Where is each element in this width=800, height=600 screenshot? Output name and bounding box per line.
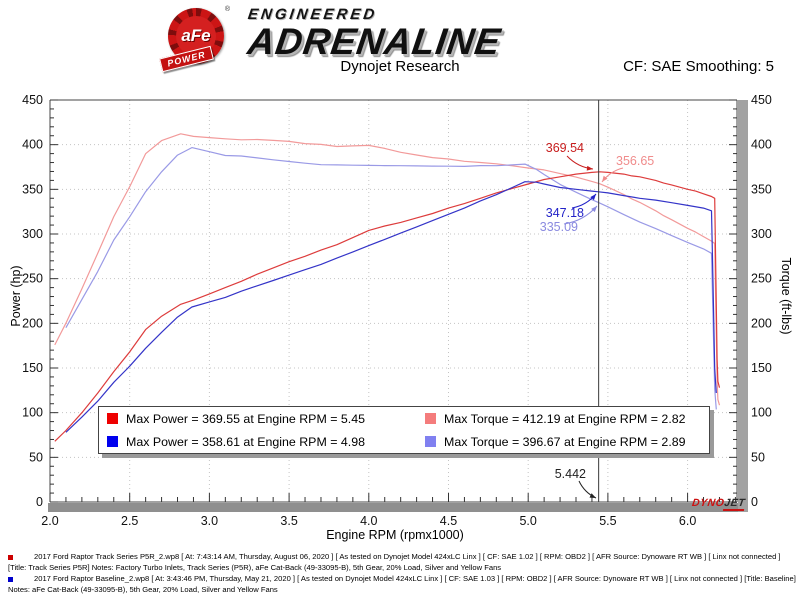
svg-text:300: 300 xyxy=(751,227,772,241)
curve-track-series-p5r-power xyxy=(54,171,721,442)
legend-swatch-blue xyxy=(107,436,118,447)
dyno-curves xyxy=(54,133,721,442)
svg-text:5.442: 5.442 xyxy=(555,467,586,481)
dynojet-logo-dyno: DYNO xyxy=(691,497,726,509)
axis-3d-bars xyxy=(48,100,748,512)
legend-item-max-power-track: Max Power = 369.55 at Engine RPM = 5.45 xyxy=(107,412,425,426)
run-bullet-blue xyxy=(8,577,13,582)
run-text: 2017 Ford Raptor Baseline_2.wp8 [ At: 3:… xyxy=(8,574,796,594)
legend-label: Max Power = 369.55 at Engine RPM = 5.45 xyxy=(126,411,366,426)
svg-text:200: 200 xyxy=(751,316,772,330)
svg-text:4.0: 4.0 xyxy=(360,514,377,528)
legend-item-max-power-baseline: Max Power = 358.61 at Engine RPM = 4.98 xyxy=(107,435,425,449)
curve-track-series-p5r-torque xyxy=(54,133,721,406)
chart-title: Dynojet Research xyxy=(340,58,460,75)
registered-mark: ® xyxy=(224,6,230,13)
svg-text:200: 200 xyxy=(22,316,43,330)
x-axis-title: Engine RPM (rpmx1000) xyxy=(326,528,464,542)
legend-item-max-torque-track: Max Torque = 412.19 at Engine RPM = 2.82 xyxy=(425,412,709,426)
svg-text:400: 400 xyxy=(22,138,43,152)
svg-text:300: 300 xyxy=(22,227,43,241)
curve-baseline-torque xyxy=(65,147,717,410)
gridlines xyxy=(50,100,737,502)
svg-text:350: 350 xyxy=(22,182,43,196)
y-axis-title-power: Power (hp) xyxy=(9,265,23,327)
run-info-footer: 2017 Ford Raptor Track Series P5R_2.wp8 … xyxy=(8,552,796,596)
svg-text:0: 0 xyxy=(751,495,758,509)
svg-text:250: 250 xyxy=(751,272,772,286)
run-bullet-red xyxy=(8,555,13,560)
svg-text:50: 50 xyxy=(751,450,765,464)
correction-factor-label: CF: SAE Smoothing: 5 xyxy=(623,58,774,75)
svg-text:5.5: 5.5 xyxy=(599,514,616,528)
svg-text:356.65: 356.65 xyxy=(616,154,654,168)
afe-badge-text: aFe xyxy=(181,26,211,45)
svg-text:50: 50 xyxy=(29,450,43,464)
svg-text:369.54: 369.54 xyxy=(546,141,584,155)
legend-item-max-torque-baseline: Max Torque = 396.67 at Engine RPM = 2.89 xyxy=(425,435,709,449)
svg-text:3.5: 3.5 xyxy=(280,514,297,528)
svg-text:400: 400 xyxy=(751,138,772,152)
svg-text:347.18: 347.18 xyxy=(546,206,584,220)
svg-text:100: 100 xyxy=(22,406,43,420)
svg-text:350: 350 xyxy=(751,182,772,196)
dynojet-logo-jet: JET xyxy=(723,497,746,511)
run-text: 2017 Ford Raptor Track Series P5R_2.wp8 … xyxy=(8,552,781,572)
legend-swatch-red xyxy=(107,413,118,424)
legend-label: Max Power = 358.61 at Engine RPM = 4.98 xyxy=(126,434,366,449)
axis-tick-labels: 2.0 2.5 3.0 3.5 4.0 4.5 5.0 5.5 6.0 0 0 50 50 100 100 1… xyxy=(22,93,772,528)
dynojet-logo: DYNOJET xyxy=(691,497,746,511)
svg-text:100: 100 xyxy=(751,406,772,420)
svg-text:2.5: 2.5 xyxy=(121,514,138,528)
legend-swatch-lightblue xyxy=(425,436,436,447)
svg-text:6.0: 6.0 xyxy=(679,514,696,528)
y-axis-title-torque: Torque (ft-lbs) xyxy=(779,257,793,335)
svg-text:3.0: 3.0 xyxy=(201,514,218,528)
axis-ticks xyxy=(49,99,737,503)
svg-text:250: 250 xyxy=(22,272,43,286)
svg-text:4.5: 4.5 xyxy=(440,514,457,528)
svg-text:450: 450 xyxy=(22,93,43,107)
legend-box: Max Power = 369.55 at Engine RPM = 5.45 … xyxy=(98,406,710,454)
legend-label: Max Torque = 396.67 at Engine RPM = 2.89 xyxy=(444,434,686,449)
run-description-baseline: 2017 Ford Raptor Baseline_2.wp8 [ At: 3:… xyxy=(8,574,796,595)
svg-text:0: 0 xyxy=(36,495,43,509)
run-description-track: 2017 Ford Raptor Track Series P5R_2.wp8 … xyxy=(8,552,796,573)
svg-text:150: 150 xyxy=(751,361,772,375)
afe-power-badge-icon: aFe ® POWER xyxy=(159,6,230,73)
svg-text:5.0: 5.0 xyxy=(519,514,536,528)
svg-text:450: 450 xyxy=(751,93,772,107)
svg-text:150: 150 xyxy=(22,361,43,375)
curve-baseline-power xyxy=(65,181,717,433)
svg-text:2.0: 2.0 xyxy=(41,514,58,528)
legend-swatch-pink xyxy=(425,413,436,424)
plot-frame xyxy=(49,99,738,503)
legend-label: Max Torque = 412.19 at Engine RPM = 2.82 xyxy=(444,411,686,426)
